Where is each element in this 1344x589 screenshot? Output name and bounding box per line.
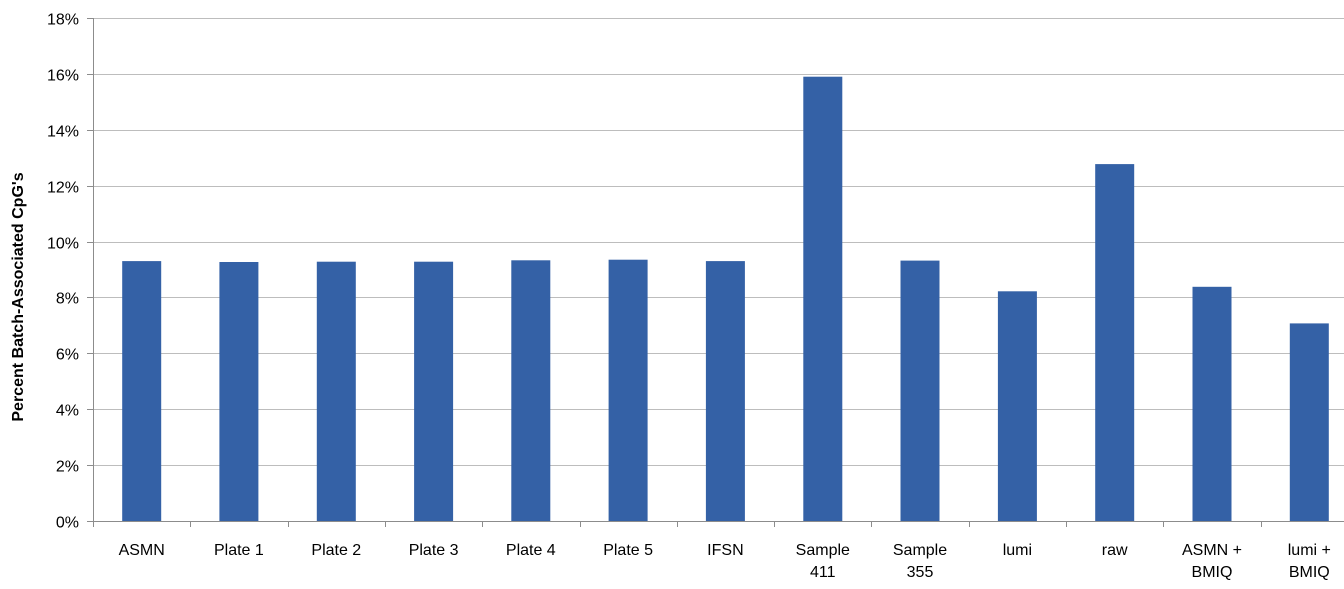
bar [608, 259, 648, 521]
y-tick-label: 2% [56, 459, 79, 476]
bar [1289, 323, 1329, 521]
bar [1095, 164, 1135, 521]
x-tick-label: ASMN [119, 542, 165, 559]
x-tick-label: Plate 1 [214, 542, 264, 559]
bar [1192, 286, 1232, 521]
y-tick-labels: 0% 2% 4% 6% 8% 10% 12% 14% 16% 18% [47, 12, 79, 532]
x-tick-label: 355 [907, 564, 934, 581]
x-tick-label: raw [1102, 542, 1128, 559]
x-tick-label: IFSN [707, 542, 743, 559]
bar [414, 261, 454, 521]
bars [122, 76, 1329, 521]
y-tick-label: 18% [47, 12, 79, 29]
y-tick-label: 4% [56, 403, 79, 420]
x-tick-label: Sample [796, 542, 850, 559]
x-tick-label: Plate 2 [311, 542, 361, 559]
x-tick-label: lumi + [1288, 542, 1331, 559]
x-tick-label: BMIQ [1289, 564, 1330, 581]
bar [511, 260, 551, 521]
bar [316, 261, 356, 521]
x-tick-label: Plate 4 [506, 542, 556, 559]
gridlines [93, 18, 1344, 466]
x-tick-label: BMIQ [1192, 564, 1233, 581]
x-tick-label: ASMN + [1182, 542, 1242, 559]
bar [122, 261, 162, 521]
x-tick-label: 411 [810, 564, 836, 581]
y-tick-label: 16% [47, 68, 79, 85]
y-tick-label: 10% [47, 236, 79, 253]
x-tick-label: Sample [893, 542, 947, 559]
x-tick-label: lumi [1003, 542, 1032, 559]
bar [803, 76, 843, 521]
bar [900, 260, 940, 521]
y-tick-label: 8% [56, 291, 79, 308]
bar [997, 291, 1037, 521]
bar [219, 262, 259, 521]
x-tick-labels: ASMN Plate 1 Plate 2 Plate 3 Plate 4 Plate 5 I… [119, 542, 1331, 581]
y-tick-label: 12% [47, 180, 79, 197]
y-tick-label: 0% [56, 515, 79, 532]
x-tick-label: Plate 3 [409, 542, 459, 559]
bar [705, 261, 745, 521]
x-tick-label: Plate 5 [603, 542, 653, 559]
axes [87, 18, 1344, 527]
y-tick-label: 6% [56, 347, 79, 364]
y-axis-title: Percent Batch-Associated CpG's [10, 172, 27, 421]
y-tick-label: 14% [47, 124, 79, 141]
